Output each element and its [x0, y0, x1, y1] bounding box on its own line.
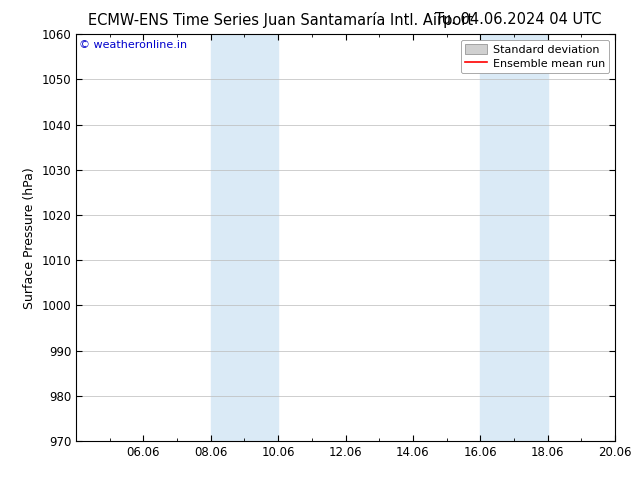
Text: ECMW-ENS Time Series Juan Santamaría Intl. Airport: ECMW-ENS Time Series Juan Santamaría Int… [88, 12, 474, 28]
Bar [210, 34, 278, 441]
Y-axis label: Surface Pressure (hPa): Surface Pressure (hPa) [23, 167, 36, 309]
Bar [480, 34, 548, 441]
Legend: Standard deviation, Ensemble mean run: Standard deviation, Ensemble mean run [460, 40, 609, 73]
Text: © weatheronline.in: © weatheronline.in [79, 40, 187, 50]
Text: Tu. 04.06.2024 04 UTC: Tu. 04.06.2024 04 UTC [435, 12, 601, 27]
